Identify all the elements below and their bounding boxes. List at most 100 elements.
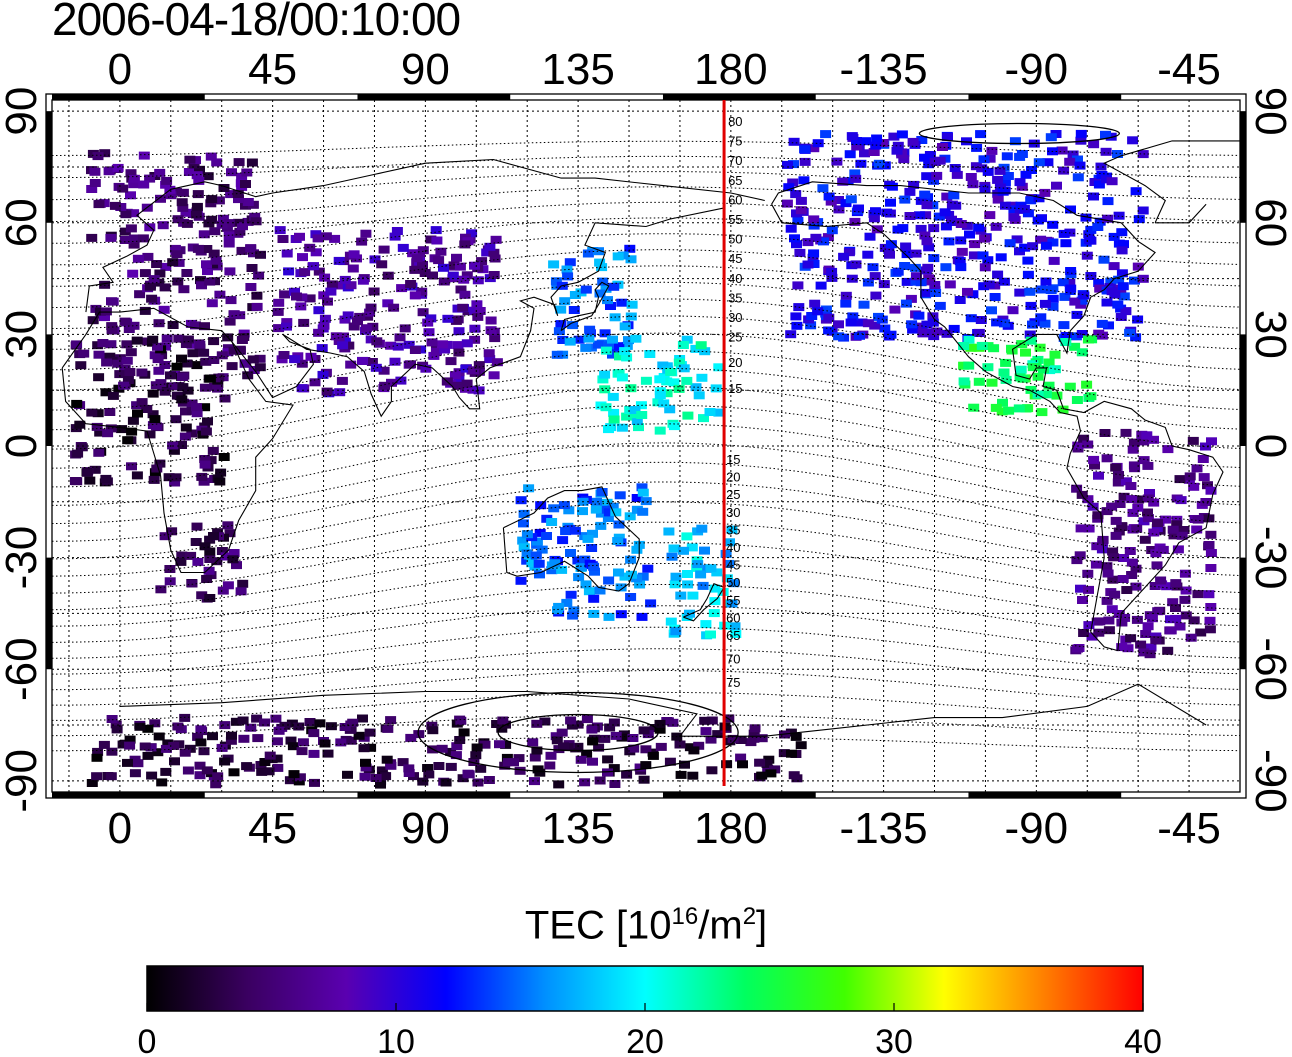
tec-cell xyxy=(1045,133,1057,142)
tec-cell xyxy=(181,269,193,277)
tec-cell xyxy=(176,441,187,449)
tec-cell xyxy=(1203,590,1215,599)
tec-cell xyxy=(190,321,201,330)
tec-cell xyxy=(409,346,421,354)
tec-cell xyxy=(862,278,874,287)
tec-cell xyxy=(100,474,112,483)
tec-cell xyxy=(483,776,495,784)
tec-cell xyxy=(621,412,633,421)
tec-cell xyxy=(461,379,473,388)
tec-cell xyxy=(661,377,673,386)
tec-cell xyxy=(654,719,666,728)
tec-cell xyxy=(362,312,374,321)
tec-cell xyxy=(182,335,194,344)
tec-cell xyxy=(199,455,211,463)
tec-cell xyxy=(551,350,563,359)
tec-cell xyxy=(139,269,151,278)
tec-cell xyxy=(459,240,471,249)
tec-cell xyxy=(1131,524,1143,533)
tec-cell xyxy=(1020,404,1032,413)
tec-cell xyxy=(1076,296,1088,305)
tec-cell xyxy=(612,537,624,545)
tec-cell xyxy=(274,226,286,235)
tec-cell xyxy=(121,356,133,365)
tec-cell xyxy=(308,729,320,738)
tec-cell xyxy=(209,227,221,236)
tec-cell xyxy=(1124,328,1136,337)
tec-cell xyxy=(298,318,310,327)
tec-cell xyxy=(697,581,709,590)
tec-cell xyxy=(148,275,160,284)
lat-tick-left: -60 xyxy=(0,637,46,701)
tec-cell xyxy=(1067,150,1079,159)
tec-cell xyxy=(241,762,253,771)
tec-cell xyxy=(226,731,237,740)
tec-cell xyxy=(191,409,203,418)
tec-cell xyxy=(463,770,475,779)
tec-cell xyxy=(900,299,912,308)
tec-cell xyxy=(1205,486,1217,495)
tec-cell xyxy=(1105,132,1117,141)
tec-cell xyxy=(1200,442,1211,451)
tec-cell xyxy=(1142,494,1154,503)
tec-cell xyxy=(86,185,98,193)
tec-cell xyxy=(180,407,191,416)
tec-cell xyxy=(163,473,175,482)
tec-cell xyxy=(729,622,741,631)
tec-cell xyxy=(1102,569,1114,578)
tec-cell xyxy=(597,277,609,286)
tec-cell xyxy=(201,766,213,775)
tec-cell xyxy=(1204,616,1216,625)
tec-cell xyxy=(1106,502,1118,511)
tec-cell xyxy=(1083,524,1095,533)
lat-tick-left: 30 xyxy=(0,310,46,359)
tec-cell xyxy=(613,520,625,529)
tec-cell xyxy=(1032,216,1044,225)
mlat-label: 20 xyxy=(726,470,740,485)
tec-cell xyxy=(194,761,206,770)
tec-cell xyxy=(765,769,777,778)
tec-cell xyxy=(1113,527,1125,536)
tec-cell xyxy=(992,195,1004,204)
tec-cell xyxy=(845,195,857,204)
tec-cell xyxy=(91,422,103,431)
tec-cell xyxy=(160,744,172,753)
tec-cell xyxy=(1203,541,1215,549)
tec-cell xyxy=(595,521,607,530)
tec-cell xyxy=(558,742,569,751)
tec-cell xyxy=(259,758,271,766)
tec-cell xyxy=(668,378,680,387)
tec-cell xyxy=(194,165,205,174)
tec-cell xyxy=(155,194,166,203)
tec-cell xyxy=(858,300,870,309)
tec-cell xyxy=(973,223,985,232)
lat-tick-right: -30 xyxy=(1246,526,1292,590)
tec-cell xyxy=(453,327,465,336)
tec-cell xyxy=(380,772,392,781)
tec-cell xyxy=(168,446,180,455)
tec-cell xyxy=(711,568,723,577)
lat-tick-right: -60 xyxy=(1246,637,1292,701)
tec-cell xyxy=(979,184,991,193)
tec-cell xyxy=(1035,285,1047,294)
tec-cell xyxy=(1101,562,1113,571)
tec-cell xyxy=(245,244,257,253)
mlat-label: 35 xyxy=(726,522,740,537)
tec-cell xyxy=(1085,225,1097,234)
tec-cell xyxy=(941,192,953,201)
tec-cell xyxy=(192,557,204,566)
tec-cell xyxy=(222,521,234,530)
tec-cell xyxy=(904,187,916,196)
tec-cell xyxy=(515,576,527,585)
tec-cell xyxy=(1130,333,1142,342)
tec-cell xyxy=(673,384,685,393)
tec-cell xyxy=(1094,217,1106,226)
tec-cell xyxy=(468,306,480,315)
tec-cell xyxy=(923,160,935,169)
tec-cell xyxy=(394,333,406,342)
tec-cell xyxy=(345,360,357,369)
tec-cell xyxy=(233,158,245,167)
tec-cell xyxy=(147,335,159,344)
mlat-contour xyxy=(52,217,1240,266)
mlat-label: 75 xyxy=(728,134,742,149)
